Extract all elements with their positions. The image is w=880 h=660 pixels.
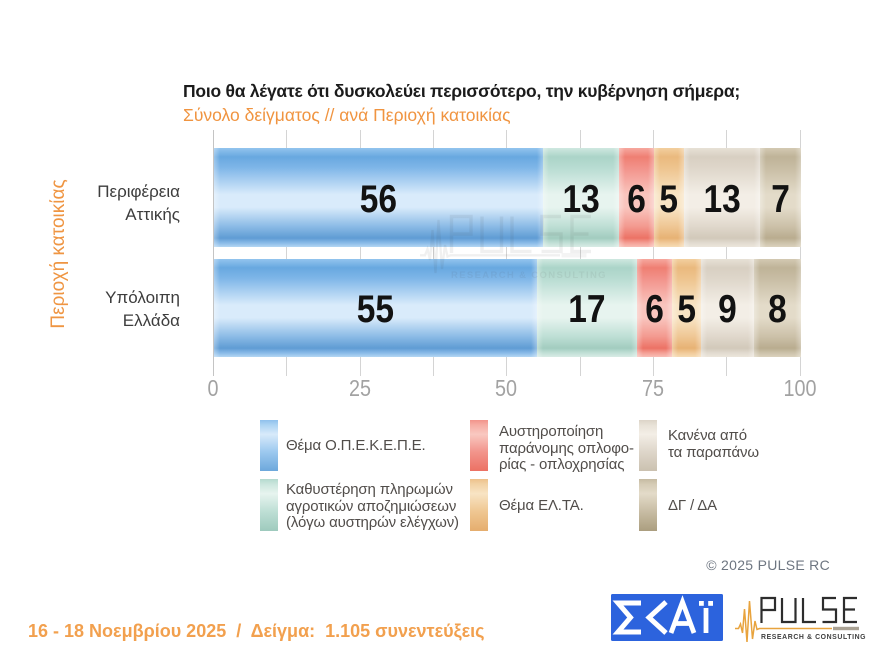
svg-text:RESEARCH & CONSULTING: RESEARCH & CONSULTING	[451, 270, 607, 281]
svg-text:RESEARCH & CONSULTING: RESEARCH & CONSULTING	[761, 634, 866, 641]
